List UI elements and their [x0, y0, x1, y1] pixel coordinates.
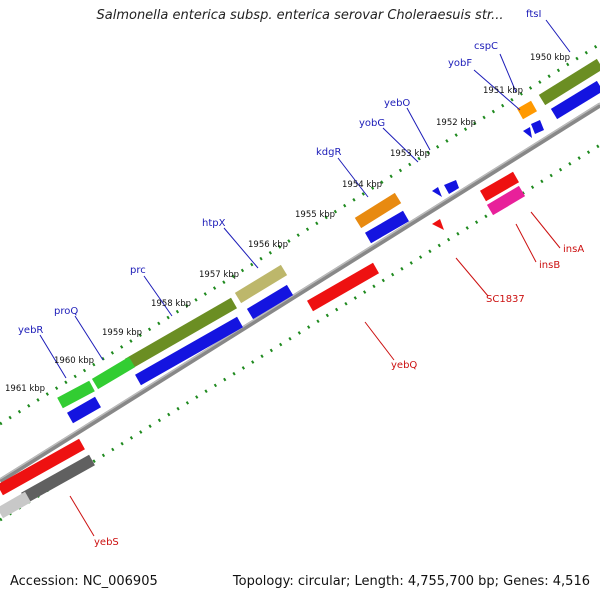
- accession-text: Accession: NC_006905: [10, 574, 158, 589]
- scale-label-1959: 1959 kbp: [102, 328, 142, 338]
- gene-label-htpX[interactable]: htpX: [202, 218, 226, 229]
- gene-yebQ-block: [307, 262, 379, 312]
- gene-prc-block: [125, 297, 237, 370]
- topology-text: Topology: circular; Length: 4,755,700 bp…: [232, 574, 590, 589]
- gene-yebR-arrow: [67, 396, 101, 424]
- scale-label-1953: 1953 kbp: [390, 149, 430, 159]
- gene-cspC-block: [517, 100, 537, 120]
- gene-htpX-block: [234, 264, 288, 304]
- gene-proQ-block: [91, 356, 136, 390]
- gene-kdgR-arrow: [364, 210, 410, 244]
- gene-yobF-arrow: [531, 120, 544, 134]
- gene-label-proQ[interactable]: proQ: [54, 306, 78, 317]
- gene-label-insB[interactable]: insB: [539, 260, 560, 271]
- gene-yobG-arrow: [432, 187, 442, 197]
- scale-label-1954: 1954 kbp: [342, 180, 382, 190]
- scale-label-1957: 1957 kbp: [199, 270, 239, 280]
- gene-label-yebQ[interactable]: yebQ: [391, 360, 417, 371]
- lower-scale-track: [0, 143, 600, 522]
- gene-cspC-arrow: [523, 127, 532, 138]
- gene-yebS-block: [0, 438, 85, 496]
- gene-label-ftsI[interactable]: ftsI: [526, 9, 541, 20]
- gene-gray-block: [21, 454, 95, 504]
- gene-insA-block: [480, 171, 519, 202]
- gene-ftsI-block: [538, 58, 600, 106]
- gene-label-yobG[interactable]: yobG: [359, 118, 385, 129]
- gene-label-yebO[interactable]: yebO: [384, 98, 410, 109]
- gene-label-yebR[interactable]: yebR: [18, 325, 43, 336]
- scale-label-1956: 1956 kbp: [248, 240, 288, 250]
- gene-SC1837-block: [432, 219, 444, 230]
- scale-label-1958: 1958 kbp: [151, 299, 191, 309]
- gene-label-yobF[interactable]: yobF: [448, 58, 472, 69]
- scale-label-1960: 1960 kbp: [54, 356, 94, 366]
- map-title: Salmonella enterica subsp. enterica sero…: [96, 8, 504, 23]
- gene-label-yebS[interactable]: yebS: [94, 537, 119, 548]
- genome-backbone: [0, 102, 600, 484]
- scale-label-1952: 1952 kbp: [436, 118, 476, 128]
- gene-label-insA[interactable]: insA: [563, 244, 584, 255]
- gene-ftsI-arrow: [550, 80, 600, 120]
- gene-lightgray-block: [0, 491, 31, 519]
- gene-prc-arrow: [135, 316, 243, 386]
- gene-insB-block: [486, 185, 526, 216]
- gene-label-SC1837[interactable]: SC1837: [486, 294, 525, 305]
- gene-yebR-block: [57, 380, 95, 409]
- gene-label-prc[interactable]: prc: [130, 265, 146, 276]
- gene-label-kdgR[interactable]: kdgR: [316, 147, 341, 158]
- scale-label-1951: 1951 kbp: [483, 86, 523, 96]
- scale-label-1950: 1950 kbp: [530, 53, 570, 63]
- gene-htpX-arrow: [246, 284, 294, 320]
- scale-label-1955: 1955 kbp: [295, 210, 335, 220]
- scale-label-1961: 1961 kbp: [5, 384, 45, 394]
- gene-kdgR-block: [354, 192, 402, 229]
- gene-yebO-arrow: [444, 180, 459, 194]
- gene-label-cspC[interactable]: cspC: [474, 41, 498, 52]
